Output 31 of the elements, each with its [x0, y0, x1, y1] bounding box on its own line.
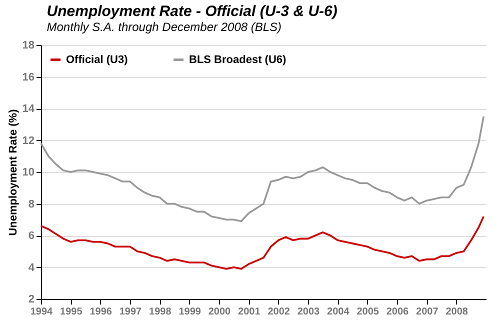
y-tick-label: 18 [22, 40, 34, 52]
legend-label: Official (U3) [66, 54, 128, 66]
line-series [40, 116, 485, 222]
x-tick-label: 1999 [178, 306, 202, 318]
line-series [40, 216, 485, 270]
x-tick-label: 1998 [149, 306, 172, 318]
x-tick-label: 1996 [90, 306, 112, 318]
x-tick-label: 1995 [60, 306, 83, 318]
x-tick-label: 2008 [446, 306, 468, 318]
x-tick-label: 2001 [238, 306, 261, 318]
x-tick-label: 1997 [119, 306, 142, 318]
x-tick-label: 1994 [30, 306, 54, 318]
y-tick-label: 12 [22, 134, 34, 147]
x-tick-label: 2003 [297, 306, 320, 318]
chart-subtitle: Monthly S.A. through December 2008 (BLS) [46, 20, 282, 34]
y-tick-label: 4 [28, 262, 36, 274]
y-tick-label: 10 [22, 166, 34, 178]
chart-title: Unemployment Rate - Official (U-3 & U-6) [46, 3, 338, 20]
y-tick-label: 8 [28, 198, 34, 210]
y-tick-label: 2 [28, 294, 34, 306]
legend-label: BLS Broadest (U6) [189, 54, 287, 66]
y-tick-label: 16 [22, 71, 34, 84]
x-tick-label: 2005 [356, 306, 380, 318]
y-tick-label: 6 [28, 230, 34, 242]
x-tick-label: 2002 [268, 306, 290, 318]
y-tick-label: 14 [22, 103, 36, 115]
x-tick-label: 2006 [386, 306, 410, 318]
x-tick-label: 2004 [327, 306, 350, 318]
x-tick-label: 2000 [208, 306, 232, 318]
x-tick-label: 2007 [416, 306, 439, 318]
y-axis-title: Unemployment Rate (%) [7, 108, 20, 236]
